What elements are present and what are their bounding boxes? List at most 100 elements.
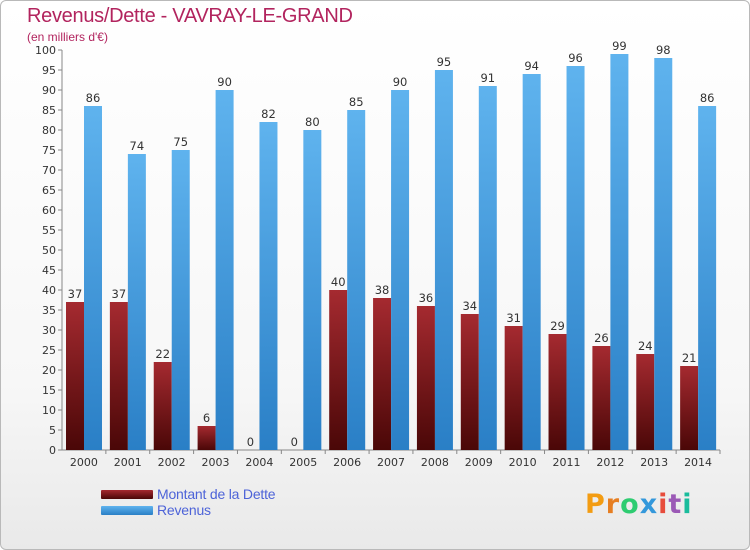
bar-revenus [698, 106, 717, 450]
value-label-dette: 6 [203, 411, 210, 425]
legend-swatch-revenus [101, 506, 153, 515]
chart-subtitle: (en milliers d'€) [27, 30, 108, 44]
y-tick-label: 65 [42, 184, 56, 197]
value-label-dette: 24 [638, 339, 653, 353]
logo-letter: i [658, 489, 669, 520]
value-label-revenus: 82 [261, 107, 276, 121]
bar-revenus [303, 130, 322, 450]
y-tick-label: 45 [42, 264, 56, 277]
x-tick-label: 2009 [465, 456, 493, 469]
y-tick-label: 35 [42, 304, 56, 317]
x-tick-label: 2006 [333, 456, 361, 469]
value-label-dette: 31 [506, 311, 521, 325]
y-tick-label: 15 [42, 384, 56, 397]
value-label-revenus: 98 [656, 43, 671, 57]
y-tick-label: 80 [42, 124, 56, 137]
value-labels: 37 86 37 74 22 75 6 90 0 82 0 80 40 85 38 90 36 95 34 91 31 9… [68, 39, 715, 449]
bar-dette [197, 426, 216, 450]
x-tick-label: 2001 [114, 456, 142, 469]
bar-revenus [215, 90, 234, 450]
logo-letter: x [639, 489, 659, 520]
y-tick-label: 100 [35, 44, 56, 57]
value-label-dette: 38 [375, 283, 390, 297]
bar-dette [329, 290, 348, 450]
value-label-revenus: 85 [349, 95, 364, 109]
value-label-dette: 22 [155, 347, 170, 361]
bar-dette [592, 346, 611, 450]
value-label-revenus: 99 [612, 39, 627, 53]
y-tick-label: 95 [42, 64, 56, 77]
logo-letter: o [620, 489, 640, 520]
bar-dette [416, 306, 435, 450]
legend-label-revenus: Revenus [157, 502, 211, 518]
x-tick-label: 2007 [377, 456, 405, 469]
x-tick-label: 2012 [596, 456, 624, 469]
value-label-revenus: 86 [700, 91, 715, 105]
bar-dette [373, 298, 392, 450]
value-label-revenus: 94 [524, 59, 539, 73]
bar-dette [504, 326, 523, 450]
chart-title: Revenus/Dette - VAVRAY-LE-GRAND [27, 5, 353, 27]
proxiti-logo: Proxiti [585, 489, 693, 520]
bar-revenus [84, 106, 102, 450]
value-label-revenus: 86 [86, 91, 101, 105]
y-tick-label: 90 [42, 84, 56, 97]
y-tick-label: 30 [42, 324, 56, 337]
value-label-dette: 36 [419, 291, 434, 305]
value-label-revenus: 74 [130, 139, 145, 153]
value-label-dette: 37 [112, 287, 127, 301]
x-tick-label: 2010 [509, 456, 537, 469]
bar-revenus [434, 70, 453, 450]
bar-revenus [259, 122, 278, 450]
x-tick-label: 2011 [552, 456, 580, 469]
y-tick-label: 20 [42, 364, 56, 377]
legend-label-dette: Montant de la Dette [157, 486, 276, 502]
value-label-dette: 37 [68, 287, 83, 301]
bar-dette [636, 354, 655, 450]
logo-letter: P [585, 489, 606, 520]
bar-revenus [127, 154, 146, 450]
x-tick-label: 2014 [684, 456, 712, 469]
bar-revenus [566, 66, 585, 450]
legend-swatch-dette [101, 490, 153, 499]
bar-revenus [478, 86, 497, 450]
bar-dette [109, 302, 128, 450]
y-tick-label: 75 [42, 144, 56, 157]
logo-letter: t [668, 489, 683, 520]
bar-revenus [171, 150, 190, 450]
value-label-dette: 29 [550, 319, 565, 333]
bar-dette [548, 334, 567, 450]
value-label-dette: 34 [462, 299, 477, 313]
x-tick-label: 2004 [245, 456, 273, 469]
y-tick-label: 85 [42, 104, 56, 117]
x-tick-label: 2003 [202, 456, 230, 469]
value-label-revenus: 96 [568, 51, 583, 65]
y-tick-label: 40 [42, 284, 56, 297]
y-tick-label: 25 [42, 344, 56, 357]
bar-dette [66, 302, 84, 450]
y-tick-label: 10 [42, 404, 56, 417]
value-label-revenus: 91 [480, 71, 495, 85]
bar-dette [680, 366, 699, 450]
x-tick-label: 2013 [640, 456, 668, 469]
bar-dette [460, 314, 479, 450]
bar-revenus [391, 90, 410, 450]
x-tick-label: 2002 [158, 456, 186, 469]
logo-letter: r [605, 489, 621, 520]
value-label-revenus: 80 [305, 115, 320, 129]
x-tick-label: 2008 [421, 456, 449, 469]
bar-revenus [347, 110, 366, 450]
value-label-dette: 0 [247, 435, 254, 449]
value-label-dette: 0 [291, 435, 298, 449]
value-label-dette: 26 [594, 331, 609, 345]
value-label-revenus: 90 [217, 75, 232, 89]
y-tick-label: 50 [42, 244, 56, 257]
bar-dette [153, 362, 172, 450]
value-label-revenus: 90 [393, 75, 408, 89]
value-label-revenus: 75 [173, 135, 188, 149]
value-label-dette: 21 [682, 351, 697, 365]
value-label-revenus: 95 [437, 55, 452, 69]
bar-revenus [654, 58, 673, 450]
